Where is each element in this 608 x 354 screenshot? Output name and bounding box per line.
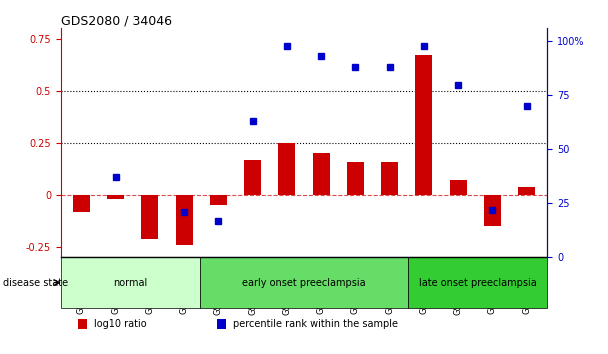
Bar [313,153,330,195]
Bar [415,55,432,195]
Bar [200,257,408,308]
Bar [210,195,227,205]
Bar [217,319,226,329]
Text: percentile rank within the sample: percentile rank within the sample [233,319,398,329]
Bar [176,195,193,245]
Bar [381,161,398,195]
Bar [278,143,295,195]
Bar [484,195,501,226]
Bar [244,160,261,195]
Bar [107,195,124,199]
Bar [61,257,200,308]
Text: late onset preeclampsia: late onset preeclampsia [419,278,537,287]
Bar [78,319,87,329]
Bar [347,161,364,195]
Bar [73,195,90,212]
Bar [141,195,159,239]
Text: disease state: disease state [3,278,68,287]
Text: early onset preeclampsia: early onset preeclampsia [242,278,366,287]
Bar [518,187,535,195]
Text: log10 ratio: log10 ratio [94,319,147,329]
Bar [449,180,467,195]
Text: GDS2080 / 34046: GDS2080 / 34046 [61,14,172,27]
Text: normal: normal [113,278,147,287]
Bar [408,257,547,308]
